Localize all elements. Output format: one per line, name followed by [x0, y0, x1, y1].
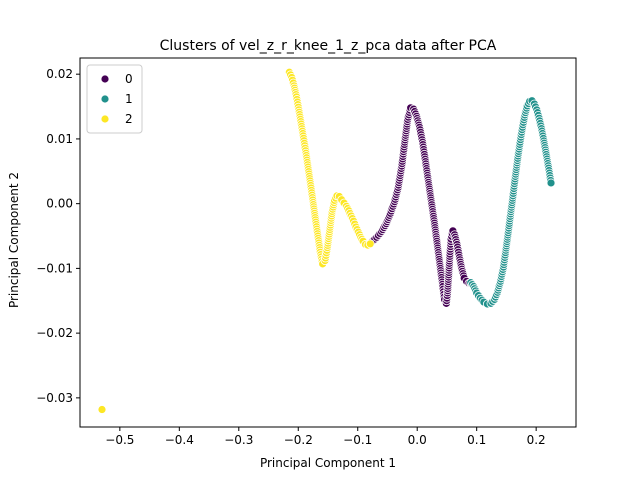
y-tick-label: −0.03	[36, 391, 73, 405]
y-tick-label: 0.00	[46, 197, 73, 211]
data-point	[97, 405, 107, 414]
legend-marker	[100, 74, 110, 84]
legend-marker	[100, 94, 110, 104]
x-tick-label: −0.4	[165, 433, 194, 447]
x-tick-label: −0.2	[284, 433, 313, 447]
y-axis-label: Principal Component 2	[7, 172, 21, 308]
data-point	[365, 239, 375, 249]
data-point	[546, 178, 556, 188]
x-tick-label: 0.0	[408, 433, 427, 447]
x-tick-label: 0.1	[467, 433, 486, 447]
y-tick-label: −0.02	[36, 326, 73, 340]
x-tick-label: −0.5	[105, 433, 134, 447]
legend-label: 2	[125, 112, 133, 126]
legend-box	[86, 64, 143, 134]
x-axis: −0.5 −0.4 −0.3 −0.2 −0.1 0.0 0.1 0.2	[105, 427, 546, 447]
y-tick-label: 0.01	[46, 132, 73, 146]
y-tick-label: 0.02	[46, 67, 73, 81]
chart-title: Clusters of vel_z_r_knee_1_z_pca data af…	[160, 38, 497, 54]
series-1	[466, 96, 556, 309]
legend-label: 1	[125, 92, 133, 106]
x-tick-label: −0.1	[343, 433, 372, 447]
legend: 0 1 2	[86, 64, 143, 134]
x-tick-label: −0.3	[224, 433, 253, 447]
plot-frame	[79, 57, 577, 428]
y-tick-label: −0.01	[36, 261, 73, 275]
x-axis-label: Principal Component 1	[260, 456, 396, 470]
series-2	[97, 67, 375, 414]
plot-area	[97, 67, 556, 414]
series-0	[368, 103, 476, 308]
y-axis: −0.03 −0.02 −0.01 0.00 0.01 0.02	[36, 67, 80, 405]
x-tick-label: 0.2	[527, 433, 546, 447]
legend-label: 0	[125, 72, 133, 86]
legend-marker	[100, 114, 110, 124]
